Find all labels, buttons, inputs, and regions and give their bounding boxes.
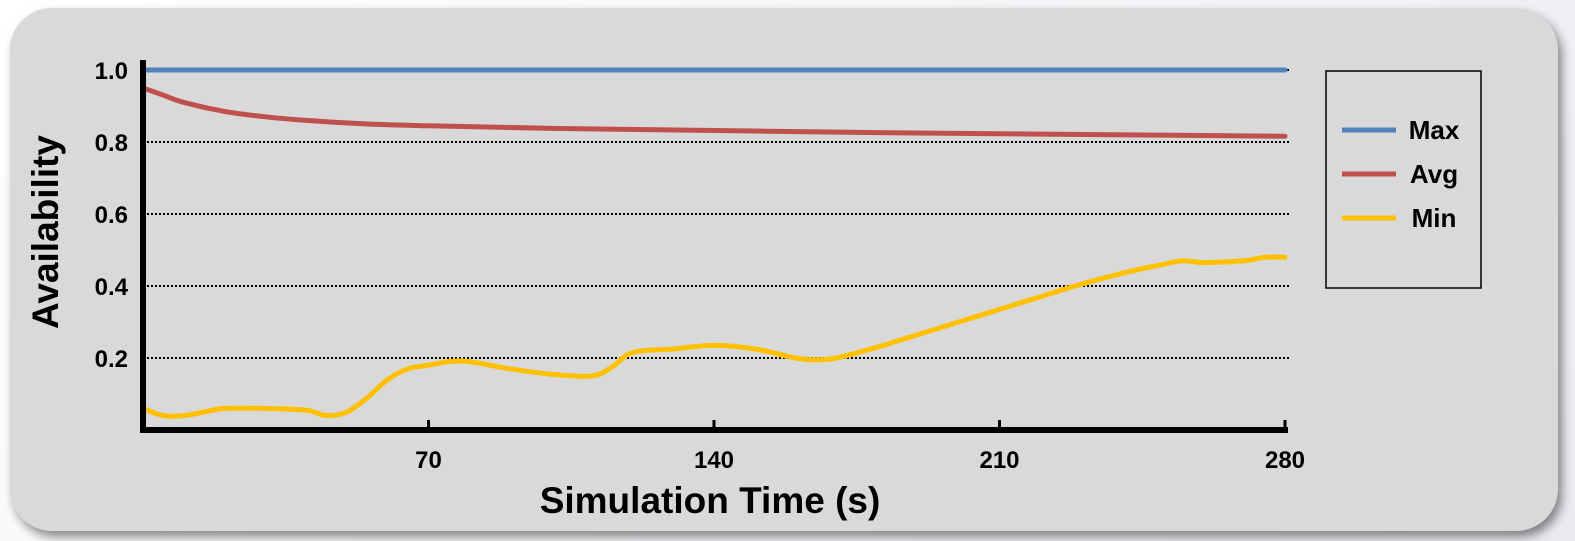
y-tick-label: 0.2 bbox=[95, 346, 128, 373]
series-line-min bbox=[140, 254, 1288, 419]
x-tick-label: 280 bbox=[1265, 447, 1305, 474]
y-tick-label: 0.4 bbox=[95, 274, 129, 301]
tick-labels: 0.2 0.4 0.6 0.8 1.0 70 140 210 280 bbox=[95, 58, 1305, 474]
x-tick-label: 70 bbox=[415, 447, 442, 474]
x-tick-label: 210 bbox=[979, 447, 1019, 474]
y-tick-label: 0.6 bbox=[95, 202, 128, 229]
x-tick-label: 140 bbox=[694, 447, 734, 474]
legend-box bbox=[1325, 70, 1482, 289]
y-tick-label: 1.0 bbox=[95, 58, 128, 85]
legend-label-min: Min bbox=[1412, 203, 1457, 233]
y-axis-title: Availability bbox=[25, 135, 66, 329]
axes-layer bbox=[140, 60, 1288, 433]
grid-layer bbox=[143, 69, 1290, 359]
x-axis-title: Simulation Time (s) bbox=[540, 480, 881, 521]
legend-label-avg: Avg bbox=[1410, 159, 1458, 189]
chart-panel bbox=[10, 8, 1558, 531]
legend: Max Avg Min bbox=[1325, 70, 1482, 289]
legend-label-max: Max bbox=[1409, 115, 1460, 145]
series-line-avg bbox=[140, 85, 1288, 139]
y-tick-label: 0.8 bbox=[95, 130, 128, 157]
series-layer bbox=[140, 67, 1288, 419]
